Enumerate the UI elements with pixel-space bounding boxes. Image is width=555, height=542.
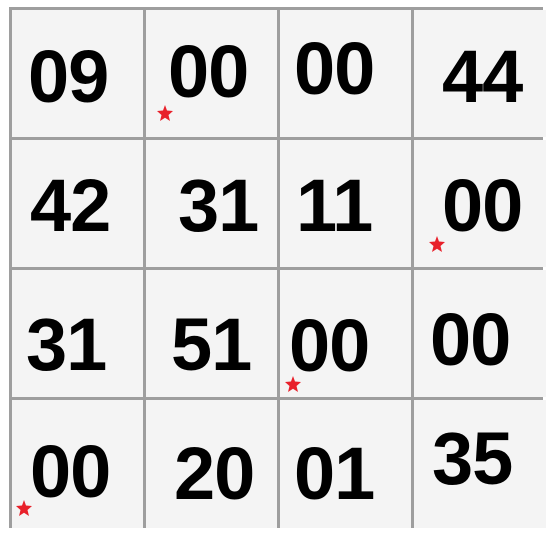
cell-number: 00 [430, 298, 511, 381]
cell-number: 31 [26, 303, 107, 386]
grid-cell[interactable]: 20 [146, 400, 277, 528]
grid-cell[interactable]: 42 [12, 140, 143, 267]
cell-number: 00 [442, 164, 523, 247]
grid-cell[interactable]: 44 [414, 10, 546, 137]
grid-cell[interactable]: 01 [280, 400, 411, 528]
red-star-icon [285, 376, 301, 392]
cell-number: 09 [28, 35, 109, 118]
grid-cell[interactable]: 11 [280, 140, 411, 267]
cell-number: 00 [294, 27, 375, 110]
cell-number: 01 [294, 432, 375, 515]
number-grid: 09 00 00 44 42 31 11 00 31 51 00 [9, 7, 546, 528]
red-star-icon [429, 236, 445, 252]
grid-cell[interactable]: 51 [146, 270, 277, 397]
cell-number: 44 [442, 35, 523, 118]
cell-number: 51 [171, 303, 252, 386]
red-star-icon [16, 500, 32, 516]
grid-cell[interactable]: 00 [146, 10, 277, 137]
grid-cell[interactable]: 31 [146, 140, 277, 267]
grid-cell[interactable]: 35 [414, 400, 546, 528]
grid-cell[interactable]: 00 [414, 270, 546, 397]
grid-cell[interactable]: 00 [280, 10, 411, 137]
cell-number: 00 [289, 304, 370, 387]
grid-cell[interactable]: 09 [12, 10, 143, 137]
grid-cell[interactable]: 00 [280, 270, 411, 397]
grid-cell[interactable]: 31 [12, 270, 143, 397]
cell-number: 20 [174, 432, 255, 515]
cell-number: 00 [168, 30, 249, 113]
red-star-icon [157, 105, 173, 121]
cell-number: 00 [30, 430, 111, 513]
cell-number: 11 [296, 164, 373, 247]
cell-number: 31 [178, 164, 259, 247]
cell-number: 42 [30, 164, 111, 247]
grid-cell[interactable]: 00 [414, 140, 546, 267]
grid-cell[interactable]: 00 [12, 400, 143, 528]
cell-number: 35 [432, 417, 513, 500]
